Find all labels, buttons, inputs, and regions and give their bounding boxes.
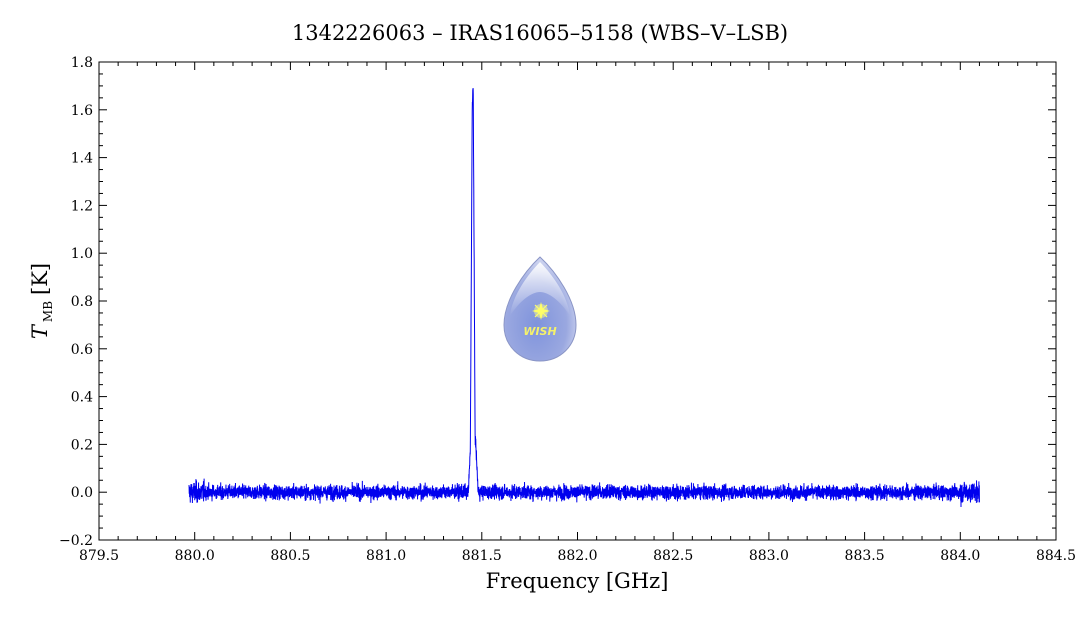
x-axis-tick-labels: 879.5 880.0 880.5 881.0 881.5 882.0 882.5 883.0…	[79, 548, 1076, 564]
y-tick-label: 0.4	[71, 390, 93, 406]
y-tick-label: 1.6	[71, 103, 93, 119]
svg-text:TMB[K]: TMB [K]	[28, 263, 55, 339]
y-tick-label: 1.4	[71, 151, 93, 167]
x-tick-label: 883.5	[845, 548, 885, 564]
spectrum-line	[188, 88, 980, 508]
y-tick-label: 1.8	[71, 55, 93, 71]
chart-title: 1342226063 – IRAS16065–5158 (WBS–V–LSB)	[292, 21, 788, 45]
x-tick-label: 880.5	[270, 548, 310, 564]
y-tick-label: 0.8	[71, 294, 93, 310]
y-axis-tick-labels: −0.2 0.0 0.2 0.4 0.6 0.8 1.0 1.2 1.4 1.6 1.8	[59, 55, 93, 549]
wish-logo: WISH	[503, 256, 577, 362]
x-tick-label: 882.5	[653, 548, 693, 564]
x-tick-label: 879.5	[79, 548, 119, 564]
y-axis-label-symbol: T	[28, 323, 52, 339]
y-tick-label: 1.2	[71, 198, 93, 214]
y-axis-label: TMB [K]	[28, 263, 55, 339]
y-tick-label: 0.6	[71, 342, 93, 358]
x-tick-label: 884.5	[1036, 548, 1076, 564]
plot-frame	[98, 61, 1057, 541]
logo-text: WISH	[523, 325, 556, 338]
y-tick-label: −0.2	[59, 533, 93, 549]
star-icon	[532, 302, 550, 320]
droplet-shine	[510, 262, 570, 316]
y-tick-label: 0.2	[71, 437, 93, 453]
y-axis-label-unit: [K]	[28, 263, 52, 295]
y-tick-label: 0.0	[71, 485, 93, 501]
x-tick-label: 882.0	[557, 548, 597, 564]
x-tick-label: 881.5	[462, 548, 502, 564]
x-tick-label: 884.0	[940, 548, 980, 564]
y-axis-ticks	[99, 61, 1056, 541]
y-axis-label-subscript: MB	[41, 301, 55, 322]
x-tick-label: 881.0	[366, 548, 406, 564]
x-tick-label: 883.0	[749, 548, 789, 564]
x-axis-label: Frequency [GHz]	[486, 569, 669, 593]
x-tick-label: 880.0	[175, 548, 215, 564]
x-axis-ticks	[98, 62, 1057, 540]
y-tick-label: 1.0	[71, 246, 93, 262]
